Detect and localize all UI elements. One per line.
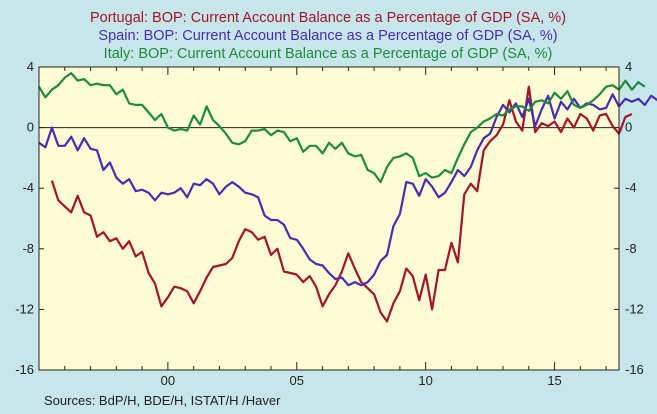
series-line-spain — [38, 93, 657, 287]
x-tick-label: 05 — [290, 373, 304, 388]
y-tick-label-right: -4 — [625, 180, 637, 195]
x-tick-label: 15 — [547, 373, 561, 388]
x-tick-label: 10 — [418, 373, 432, 388]
y-tick-label-left: -8 — [22, 241, 34, 256]
y-tick-label-left: -4 — [22, 180, 34, 195]
source-note: Sources: BdP/H, BDE/H, ISTAT/H /Haver — [44, 393, 281, 408]
y-tick-label-right: -8 — [625, 241, 637, 256]
series-line-italy — [38, 71, 646, 184]
y-tick-label-right: 4 — [625, 59, 632, 74]
y-tick-label-right: -12 — [625, 301, 644, 316]
plot-frame — [38, 66, 620, 371]
y-tick-label-left: 4 — [27, 59, 34, 74]
series-lines — [38, 71, 657, 323]
y-tick-label-left: 0 — [27, 120, 34, 135]
y-tick-label-left: -16 — [15, 362, 34, 377]
x-tick-label: 00 — [161, 373, 175, 388]
title-italy: Italy: BOP: Current Account Balance as a… — [104, 46, 553, 62]
title-spain: Spain: BOP: Current Account Balance as a… — [98, 28, 557, 44]
series-line-portugal — [50, 85, 633, 323]
y-tick-label-left: -12 — [15, 301, 34, 316]
y-tick-label-right: -16 — [625, 362, 644, 377]
y-tick-label-right: 0 — [625, 120, 632, 135]
title-portugal: Portugal: BOP: Current Account Balance a… — [90, 10, 566, 26]
